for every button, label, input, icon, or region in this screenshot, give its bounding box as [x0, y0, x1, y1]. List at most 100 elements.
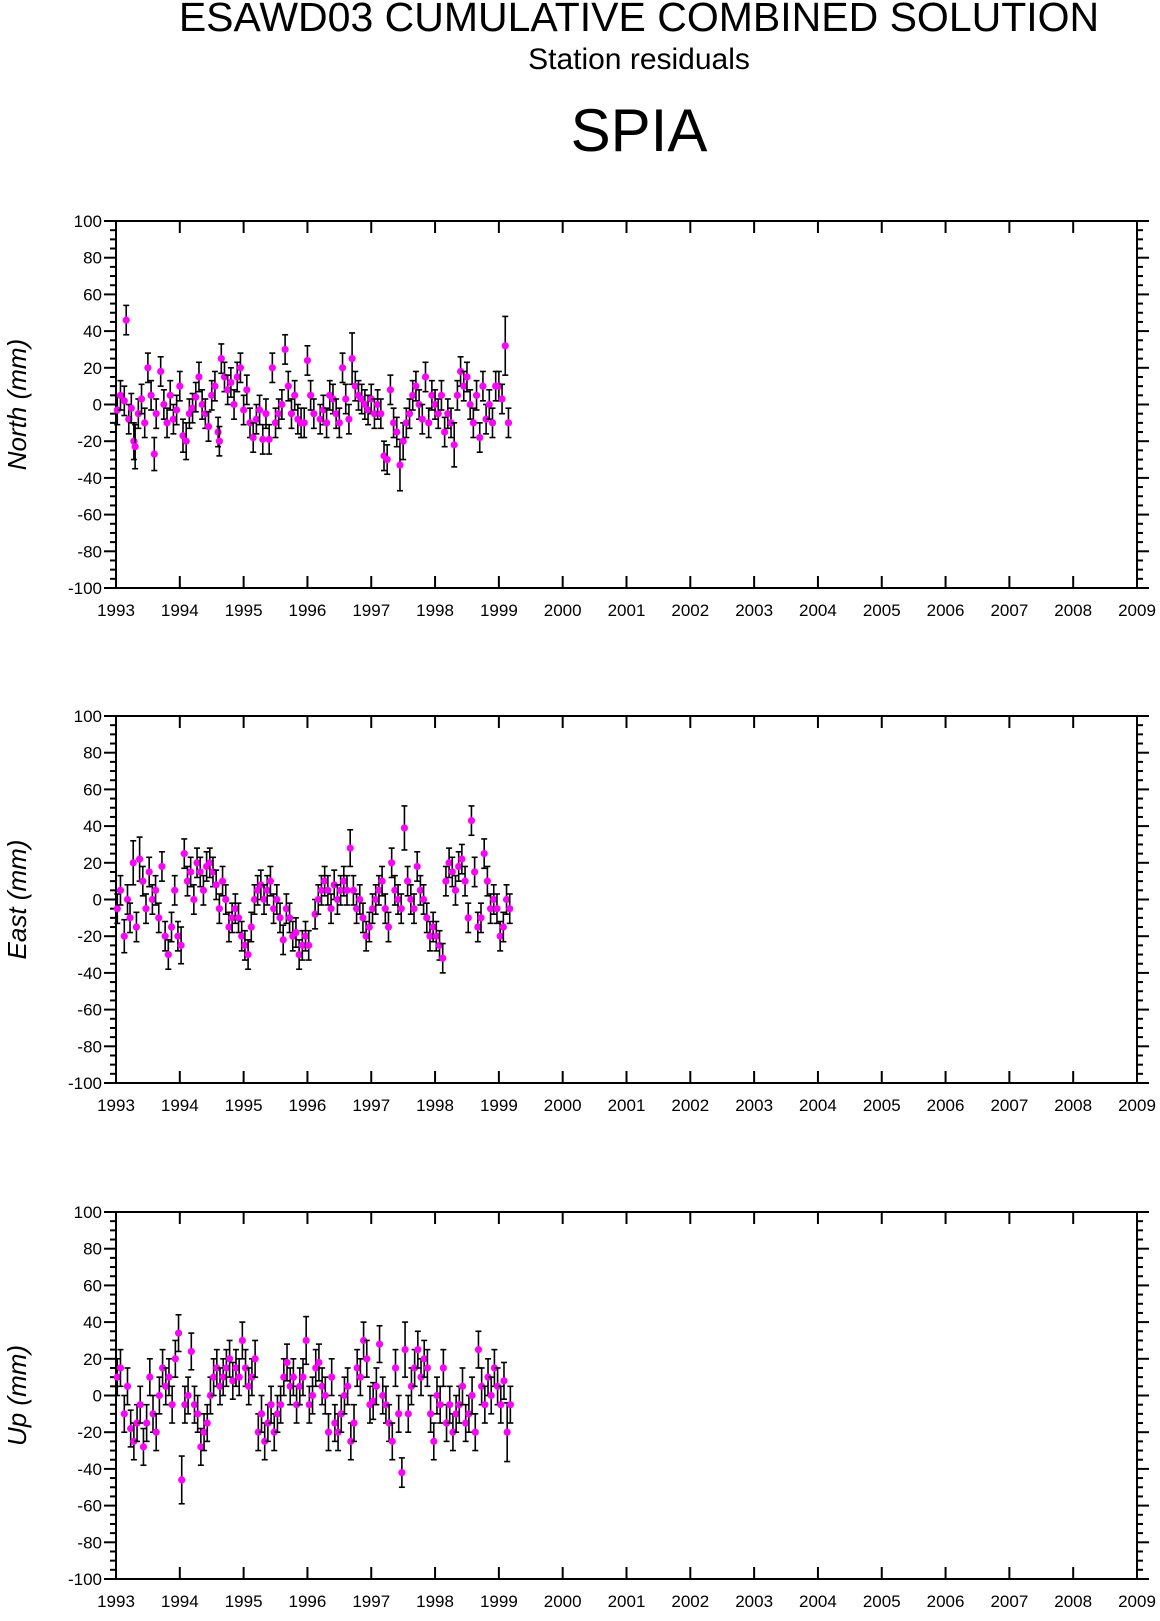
- data-point: [160, 400, 168, 409]
- y-axis-label: East (mm): [2, 840, 32, 960]
- data-point: [228, 914, 236, 922]
- data-point: [276, 914, 284, 922]
- x-tick-label: 2000: [544, 601, 582, 620]
- data-point: [400, 824, 409, 832]
- data-point: [496, 932, 504, 940]
- y-tick-label: 60: [83, 1276, 102, 1295]
- data-point: [372, 1382, 380, 1390]
- data-point: [334, 1428, 342, 1436]
- x-tick-label: 1993: [97, 1096, 135, 1115]
- data-point: [479, 382, 487, 390]
- data-point: [212, 881, 220, 889]
- data-point: [364, 406, 372, 414]
- data-point: [120, 397, 128, 405]
- data-point: [502, 895, 511, 904]
- data-point: [113, 406, 121, 414]
- data-point: [163, 419, 171, 427]
- x-tick-label: 2008: [1054, 1592, 1092, 1611]
- data-point: [301, 932, 310, 940]
- data-point: [431, 400, 439, 409]
- data-point: [238, 932, 246, 940]
- data-point: [455, 1401, 463, 1409]
- data-point: [180, 850, 188, 858]
- data-point: [190, 1401, 199, 1409]
- y-tick-label: -40: [77, 469, 102, 488]
- data-point: [329, 395, 337, 403]
- data-point: [318, 1382, 326, 1390]
- data-point: [199, 886, 208, 894]
- data-point: [171, 1355, 179, 1363]
- data-point: [363, 1355, 371, 1363]
- data-point: [423, 914, 431, 922]
- data-point: [286, 1382, 294, 1390]
- data-point: [439, 1364, 447, 1372]
- data-point: [385, 1419, 393, 1427]
- data-point: [305, 941, 313, 949]
- data-point: [420, 1355, 428, 1363]
- data-point: [120, 1410, 128, 1418]
- data-point: [404, 877, 412, 885]
- data-point: [486, 905, 495, 913]
- data-point: [113, 905, 121, 913]
- data-point: [394, 895, 402, 904]
- data-point: [460, 382, 468, 390]
- data-point: [195, 373, 203, 381]
- y-tick-label: -20: [77, 432, 102, 451]
- data-point: [188, 404, 197, 412]
- x-tick-label: 2003: [735, 601, 773, 620]
- data-point: [468, 1391, 476, 1400]
- data-point: [430, 1437, 438, 1445]
- data-point: [204, 422, 213, 431]
- data-point: [285, 914, 294, 922]
- data-point: [344, 1382, 352, 1390]
- data-point: [448, 868, 456, 876]
- y-tick-label: -60: [77, 506, 102, 525]
- data-point: [404, 1410, 412, 1418]
- data-point: [464, 914, 472, 922]
- data-point: [458, 855, 466, 863]
- data-point: [281, 345, 289, 354]
- data-point: [264, 1419, 272, 1427]
- data-point: [150, 450, 158, 458]
- data-point: [369, 1397, 377, 1405]
- x-tick-label: 2004: [799, 601, 837, 620]
- x-tick-label: 2007: [990, 601, 1028, 620]
- data-point: [278, 400, 286, 409]
- data-point: [230, 400, 238, 409]
- data-point: [379, 1391, 387, 1400]
- x-tick-label: 1994: [161, 1592, 199, 1611]
- y-tick-label: -100: [68, 1570, 102, 1589]
- data-point: [132, 923, 141, 931]
- data-point: [374, 400, 382, 409]
- x-tick-label: 1994: [161, 1096, 199, 1115]
- data-point: [176, 382, 184, 390]
- data-point: [483, 877, 491, 885]
- data-point: [375, 886, 383, 894]
- data-point: [238, 1336, 246, 1345]
- data-point: [222, 1364, 230, 1372]
- data-point: [225, 923, 233, 931]
- data-point: [260, 895, 268, 904]
- y-tick-label: -100: [68, 579, 102, 598]
- data-point: [292, 1401, 301, 1409]
- data-point: [270, 905, 278, 913]
- data-point: [317, 886, 326, 894]
- data-point: [257, 1410, 266, 1418]
- data-point: [116, 886, 125, 894]
- data-point: [346, 844, 354, 852]
- data-point: [185, 410, 193, 418]
- data-point: [213, 1364, 221, 1372]
- data-point: [433, 1391, 441, 1400]
- data-point: [416, 886, 424, 894]
- data-point: [395, 1410, 403, 1418]
- data-point: [193, 859, 201, 867]
- plot-frame: [115, 220, 1138, 589]
- x-tick-label: 2006: [927, 601, 965, 620]
- data-point: [266, 877, 275, 885]
- data-point: [405, 410, 414, 418]
- x-tick-label: 2002: [671, 1096, 709, 1115]
- data-point: [351, 382, 359, 390]
- data-point: [359, 1336, 368, 1345]
- x-tick-label: 1995: [225, 1592, 263, 1611]
